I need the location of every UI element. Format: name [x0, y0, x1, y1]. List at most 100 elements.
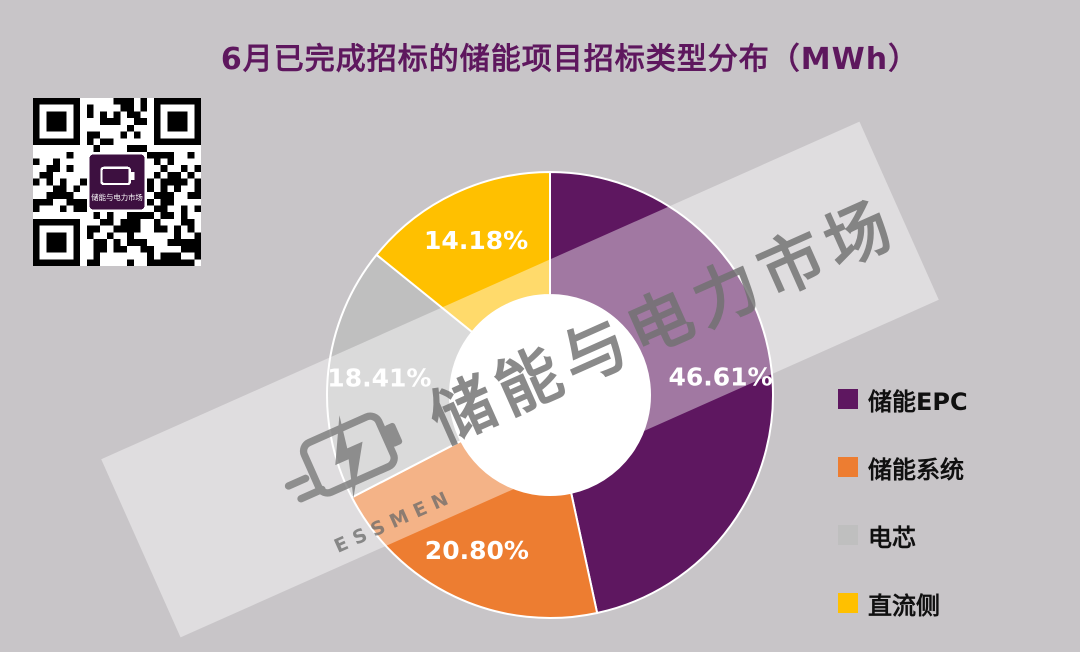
- qr-module: [66, 198, 74, 206]
- qr-module: [194, 185, 201, 193]
- donut-chart: 46.61% 20.80% 18.41% 14.18%: [326, 171, 774, 619]
- qr-module: [160, 259, 168, 266]
- qr-module: [133, 145, 141, 152]
- qr-module: [174, 239, 181, 246]
- qr-module: [120, 225, 128, 233]
- watermark-band: 储能与电力市场 ESSMEN: [101, 121, 939, 638]
- qr-module: [174, 252, 181, 260]
- qr-module: [86, 138, 94, 146]
- qr-module: [167, 252, 175, 260]
- qr-module: [46, 165, 54, 172]
- qr-module: [127, 212, 134, 219]
- legend-item: 储能系统: [838, 454, 968, 484]
- qr-module: [140, 239, 148, 246]
- qr-module: [147, 185, 154, 193]
- qr-module: [127, 98, 134, 105]
- qr-module: [167, 198, 175, 206]
- qr-module: [160, 225, 168, 233]
- qr-finder: [46, 232, 67, 253]
- qr-module: [187, 259, 195, 266]
- qr-module: [140, 245, 148, 253]
- qr-module: [113, 118, 121, 125]
- qr-module: [66, 165, 74, 172]
- qr-code: 储能与电力市场: [33, 98, 201, 266]
- qr-module: [180, 259, 188, 266]
- qr-module: [127, 239, 134, 246]
- qr-module: [153, 225, 161, 233]
- qr-module: [86, 259, 94, 266]
- qr-module: [93, 252, 101, 260]
- qr-module: [187, 245, 195, 253]
- qr-module: [153, 158, 161, 166]
- slice-percent-label: 18.41%: [327, 363, 431, 392]
- qr-module: [133, 111, 141, 119]
- qr-module: [160, 252, 168, 260]
- qr-module: [86, 104, 94, 112]
- qr-module: [147, 259, 154, 266]
- qr-module: [153, 151, 161, 159]
- legend-swatch: [838, 457, 858, 477]
- qr-module: [147, 178, 154, 186]
- qr-module: [167, 239, 175, 246]
- qr-module: [194, 178, 201, 186]
- qr-module: [93, 259, 101, 266]
- qr-module: [80, 178, 87, 186]
- legend-label: 电芯: [868, 523, 916, 552]
- qr-module: [194, 232, 201, 240]
- qr-module: [46, 171, 54, 179]
- qr-module: [147, 212, 154, 219]
- qr-module: [133, 118, 141, 125]
- qr-module: [33, 205, 40, 213]
- qr-module: [53, 158, 60, 166]
- qr-module: [140, 212, 148, 219]
- qr-module: [187, 218, 195, 226]
- qr-module: [180, 245, 188, 253]
- qr-module: [93, 145, 101, 152]
- qr-logo-text: 储能与电力市场: [91, 193, 143, 202]
- qr-module: [93, 131, 101, 139]
- legend-swatch: [838, 389, 858, 409]
- qr-module: [133, 225, 141, 233]
- qr-module: [59, 205, 67, 213]
- qr-module: [86, 131, 94, 139]
- qr-module: [113, 111, 121, 119]
- qr-module: [113, 245, 121, 253]
- qr-finder: [167, 111, 188, 132]
- qr-module: [140, 98, 148, 105]
- qr-module: [39, 198, 47, 206]
- qr-module: [174, 178, 181, 186]
- qr-module: [100, 111, 107, 119]
- qr-module: [140, 104, 148, 112]
- qr-module: [46, 192, 54, 199]
- qr-module: [147, 151, 154, 159]
- qr-module: [93, 239, 101, 246]
- qr-module: [120, 98, 128, 105]
- qr-module: [66, 192, 74, 199]
- qr-module: [73, 185, 81, 193]
- qr-module: [46, 178, 54, 186]
- qr-module: [39, 171, 47, 179]
- qr-module: [120, 218, 128, 226]
- qr-finder: [46, 111, 67, 132]
- qr-module: [46, 198, 54, 206]
- qr-module: [180, 205, 188, 213]
- qr-module: [194, 165, 201, 172]
- qr-module: [100, 245, 107, 253]
- qr-module: [106, 118, 114, 125]
- qr-module: [127, 145, 134, 152]
- legend-item: 电芯: [838, 522, 968, 552]
- qr-module: [147, 252, 154, 260]
- qr-module: [174, 232, 181, 240]
- qr-module: [153, 259, 161, 266]
- qr-module: [80, 205, 87, 213]
- qr-module: [59, 192, 67, 199]
- qr-module: [100, 239, 107, 246]
- qr-module: [153, 192, 161, 199]
- qr-module: [174, 259, 181, 266]
- qr-module: [127, 232, 134, 240]
- qr-logo-battery-icon: [100, 166, 131, 186]
- qr-module: [187, 239, 195, 246]
- legend-label: 储能EPC: [868, 387, 968, 416]
- qr-module: [133, 218, 141, 226]
- qr-module: [167, 178, 175, 186]
